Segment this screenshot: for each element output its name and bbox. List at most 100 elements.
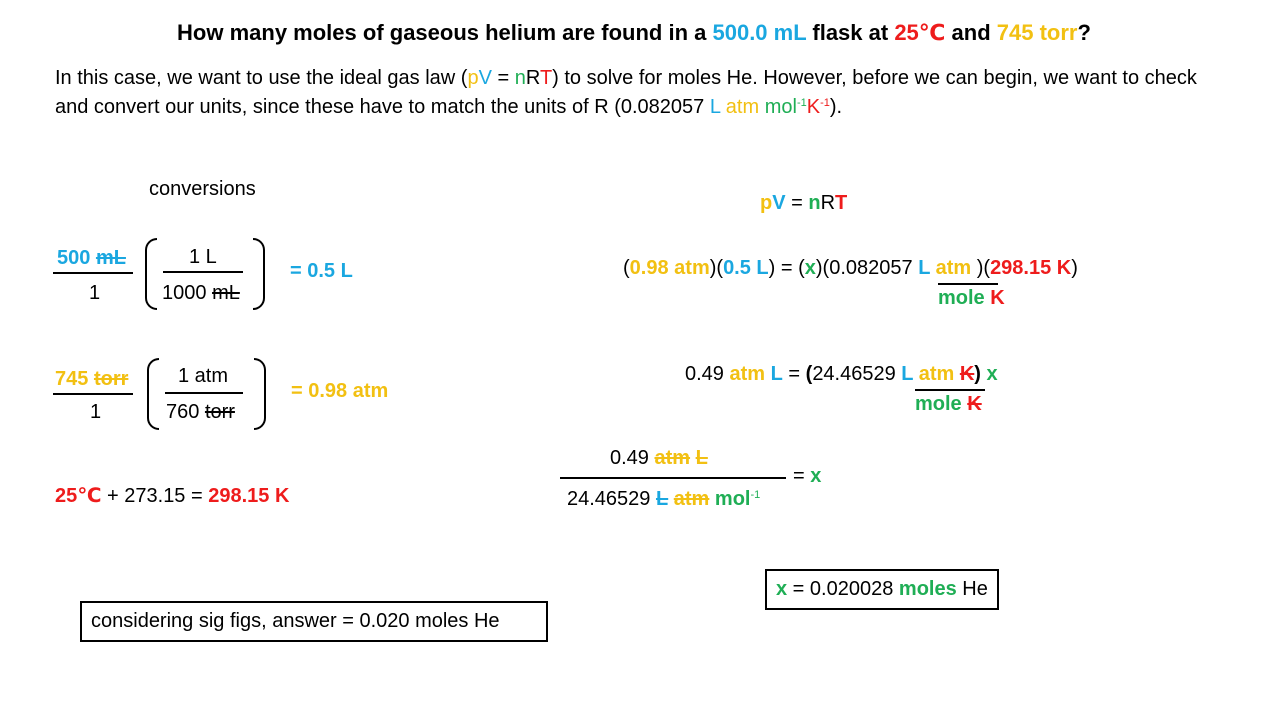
- temperature-conversion: 25℃ + 273.15 = 298.15 K: [55, 483, 289, 508]
- law-text: =: [785, 192, 809, 214]
- step-text: (: [805, 363, 813, 385]
- step-text: ): [1071, 257, 1078, 279]
- fraction-bar: [938, 283, 998, 285]
- temperature-formula: + 273.15 =: [101, 485, 209, 507]
- step-text: )(0.082057: [815, 257, 919, 279]
- factor-denominator: 1000 mL: [162, 282, 240, 305]
- step-unit-k-cancelled: K: [959, 363, 975, 385]
- conversions-heading: conversions: [149, 178, 256, 200]
- law-v: V: [772, 192, 786, 214]
- factor-unit-cancelled: mL: [212, 282, 240, 304]
- intro-exponent: -1: [820, 97, 830, 109]
- fraction-bar: [165, 392, 243, 394]
- fraction-bar: [53, 272, 133, 274]
- result-value: = 0.020028: [787, 578, 899, 600]
- pressure-value: 745: [55, 368, 89, 390]
- title-text: How many moles of gaseous helium are fou…: [177, 20, 713, 45]
- step-text: )(: [709, 257, 724, 279]
- intro-text: In this case, we want to use the ideal g…: [55, 67, 468, 89]
- intro-text: ).: [829, 96, 843, 118]
- step-text: (: [623, 257, 630, 279]
- question-title: How many moles of gaseous helium are fou…: [0, 20, 1268, 46]
- intro-paragraph: In this case, we want to use the ideal g…: [55, 64, 1235, 122]
- step-x: x: [804, 257, 816, 279]
- volume-unit-cancelled: mL: [95, 247, 126, 269]
- step-x: x: [980, 363, 998, 385]
- fraction-bar: [163, 271, 243, 273]
- step-unit-atm: atm: [930, 257, 972, 279]
- step-volume: 0.5 L: [723, 257, 769, 279]
- step2-denominator: mole K: [915, 393, 982, 416]
- intro-n: n: [514, 67, 526, 89]
- pressure-denominator: 1: [90, 401, 102, 423]
- step-pressure: 0.98 atm: [629, 257, 710, 279]
- intro-t: T: [539, 67, 553, 89]
- title-text: ?: [1077, 20, 1091, 45]
- intro-r: R: [525, 67, 540, 89]
- law-n: n: [808, 192, 821, 214]
- title-pressure: 745 torr: [996, 20, 1078, 45]
- result-box: x = 0.020028 moles He: [765, 569, 999, 610]
- step3-equals-x: = x: [793, 465, 821, 488]
- step-text: 0.49: [685, 363, 730, 385]
- result-unit: moles: [898, 578, 957, 600]
- volume-denominator: 1: [89, 282, 101, 304]
- intro-unit-atm: atm: [720, 96, 760, 118]
- factor-value: 760: [166, 401, 200, 423]
- paren-left: [147, 358, 159, 430]
- step1-denominator: mole K: [938, 287, 1005, 310]
- step3-denominator: 24.46529 L atm mol-1: [567, 488, 760, 511]
- step-text: ): [974, 363, 981, 385]
- factor-numerator: 1 L: [189, 246, 217, 268]
- step-unit-mol: mol: [714, 488, 751, 510]
- volume-numerator: 500 mL: [57, 247, 126, 270]
- temperature-kelvin: 298.15 K: [208, 485, 290, 507]
- volume-result: = 0.5 L: [290, 260, 353, 282]
- step-unit-l: L: [901, 363, 914, 385]
- step-text: )(: [971, 257, 991, 279]
- title-text: flask at: [806, 20, 895, 45]
- step-unit-atm-cancelled: atm: [673, 488, 710, 510]
- factor-unit-cancelled: torr: [204, 401, 235, 423]
- intro-unit-mol: mol: [759, 96, 797, 118]
- step-text: 24.46529: [567, 488, 656, 510]
- step-unit-l-cancelled: L: [655, 488, 669, 510]
- intro-exponent: -1: [796, 97, 807, 109]
- pressure-result: = 0.98 atm: [291, 380, 389, 402]
- paren-left: [145, 238, 157, 310]
- step-unit-l: L: [765, 363, 783, 385]
- step-text: =: [782, 363, 806, 385]
- step-unit-atm-cancelled: atm: [654, 447, 691, 469]
- step-temperature: 298.15 K: [990, 257, 1072, 279]
- fraction-bar: [53, 393, 133, 395]
- step-unit-mole: mole: [938, 287, 985, 309]
- pressure-numerator: 745 torr: [55, 368, 128, 391]
- step-unit-k: K: [990, 287, 1005, 309]
- pressure-unit-cancelled: torr: [93, 368, 129, 390]
- step-unit-atm: atm: [913, 363, 955, 385]
- factor-value: 1000: [162, 282, 207, 304]
- step-text: 0.49: [610, 447, 655, 469]
- paren-right: [254, 358, 266, 430]
- result-text: He: [956, 578, 988, 600]
- law-t: T: [835, 192, 848, 214]
- step-text: 24.46529: [812, 363, 902, 385]
- intro-unit-k: K: [806, 96, 821, 118]
- law-r: R: [820, 192, 836, 214]
- law-p: p: [760, 192, 773, 214]
- step-text: ) = (: [768, 257, 805, 279]
- factor-numerator: 1 atm: [178, 365, 229, 387]
- step3-numerator: 0.49 atm L: [610, 447, 708, 470]
- intro-v: V: [478, 67, 492, 89]
- substitution-step: (0.98 atm)(0.5 L) = (x)(0.082057 L atm )…: [623, 257, 1078, 280]
- title-text: and: [945, 20, 997, 45]
- temperature-celsius: 25℃: [55, 485, 102, 507]
- ideal-gas-law: pV = nRT: [760, 192, 847, 215]
- paren-right: [253, 238, 265, 310]
- intro-p: p: [467, 67, 479, 89]
- step-text: =: [793, 465, 811, 487]
- fraction-bar: [915, 389, 985, 391]
- simplification-step: 0.49 atm L = (24.46529 L atm K) x: [685, 363, 998, 386]
- step-unit-atm: atm: [729, 363, 766, 385]
- title-volume: 500.0 mL: [712, 20, 807, 45]
